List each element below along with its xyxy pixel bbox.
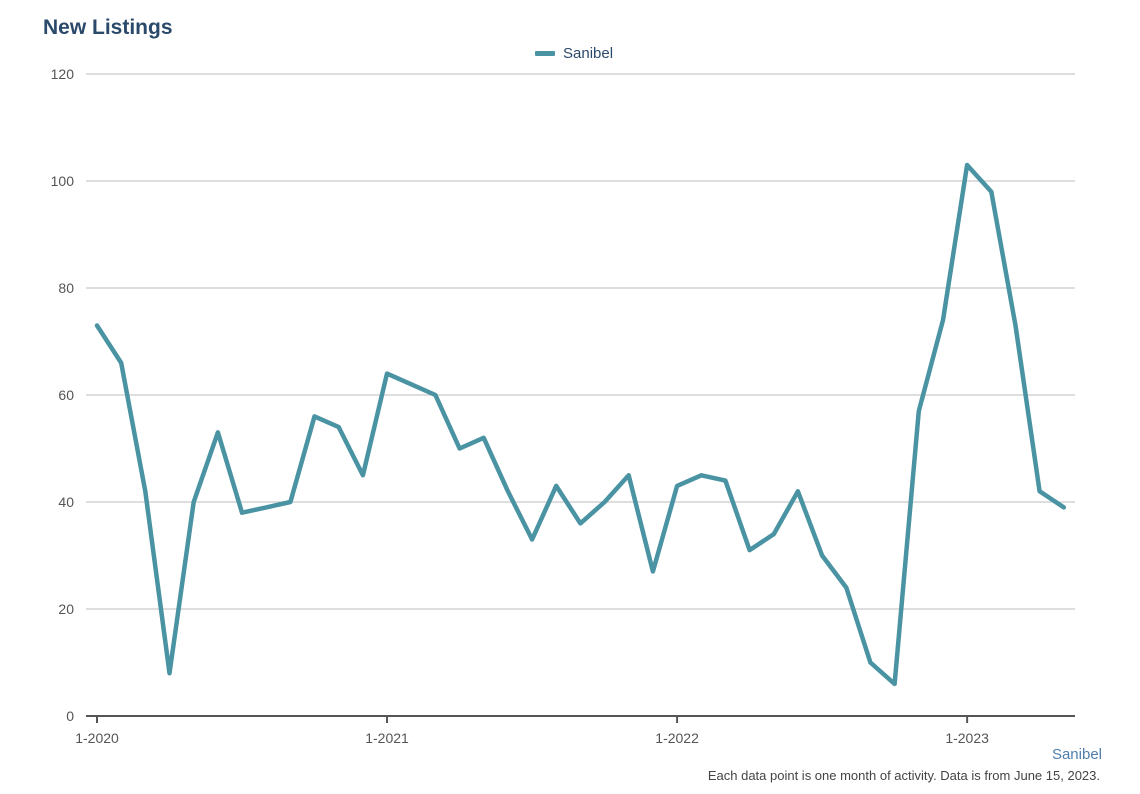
data-point	[312, 413, 318, 419]
data-point	[698, 472, 704, 478]
data-point	[602, 499, 608, 505]
data-point	[287, 499, 293, 505]
data-point	[771, 531, 777, 537]
data-point	[674, 483, 680, 489]
y-tick-label: 80	[58, 280, 74, 296]
chart-title: New Listings	[43, 16, 173, 39]
data-point	[964, 162, 970, 168]
data-point	[360, 472, 366, 478]
x-tick-label: 1-2023	[945, 730, 989, 746]
data-point	[747, 547, 753, 553]
legend: Sanibel	[535, 45, 613, 62]
data-point	[481, 435, 487, 441]
y-tick-label: 60	[58, 387, 74, 403]
legend-swatch	[535, 51, 555, 56]
legend-label: Sanibel	[563, 45, 614, 62]
x-tick-label: 1-2022	[655, 730, 699, 746]
data-point	[1037, 488, 1043, 494]
data-point	[940, 317, 946, 323]
data-point	[577, 520, 583, 526]
data-point	[722, 478, 728, 484]
data-point	[988, 189, 994, 195]
data-point	[529, 536, 535, 542]
data-point	[432, 392, 438, 398]
data-point	[384, 371, 390, 377]
x-tick-label: 1-2021	[365, 730, 409, 746]
data-point	[867, 660, 873, 666]
data-point	[263, 504, 269, 510]
y-tick-label: 20	[58, 601, 74, 617]
data-point	[553, 483, 559, 489]
data-point	[336, 424, 342, 430]
y-tick-label: 0	[66, 708, 74, 724]
data-point	[94, 322, 100, 328]
data-point	[795, 488, 801, 494]
axis-layer: 0 20 40 60 80 100 120 1-2020 1-2021 1-2022 1-2023	[51, 66, 1075, 746]
data-point	[215, 429, 221, 435]
x-tick-label: 1-2020	[75, 730, 119, 746]
data-point	[650, 569, 656, 575]
series-line-sanibel	[94, 162, 1067, 687]
data-point	[626, 472, 632, 478]
data-point	[191, 499, 197, 505]
data-point	[1061, 504, 1067, 510]
data-point	[118, 360, 124, 366]
data-point	[892, 681, 898, 687]
data-point	[843, 585, 849, 591]
data-point	[1012, 322, 1018, 328]
data-point	[408, 381, 414, 387]
data-point	[819, 553, 825, 559]
footnote: Each data point is one month of activity…	[707, 768, 1100, 783]
series-layer	[94, 162, 1067, 687]
y-tick-label: 40	[58, 494, 74, 510]
data-point	[239, 510, 245, 516]
data-point	[505, 488, 511, 494]
source-label: Sanibel	[1051, 746, 1102, 763]
data-point	[167, 670, 173, 676]
y-tick-label: 100	[51, 173, 75, 189]
data-point	[142, 488, 148, 494]
y-tick-label: 120	[51, 66, 75, 82]
data-point	[916, 408, 922, 414]
grid-layer	[86, 73, 1075, 610]
data-point	[457, 446, 463, 452]
